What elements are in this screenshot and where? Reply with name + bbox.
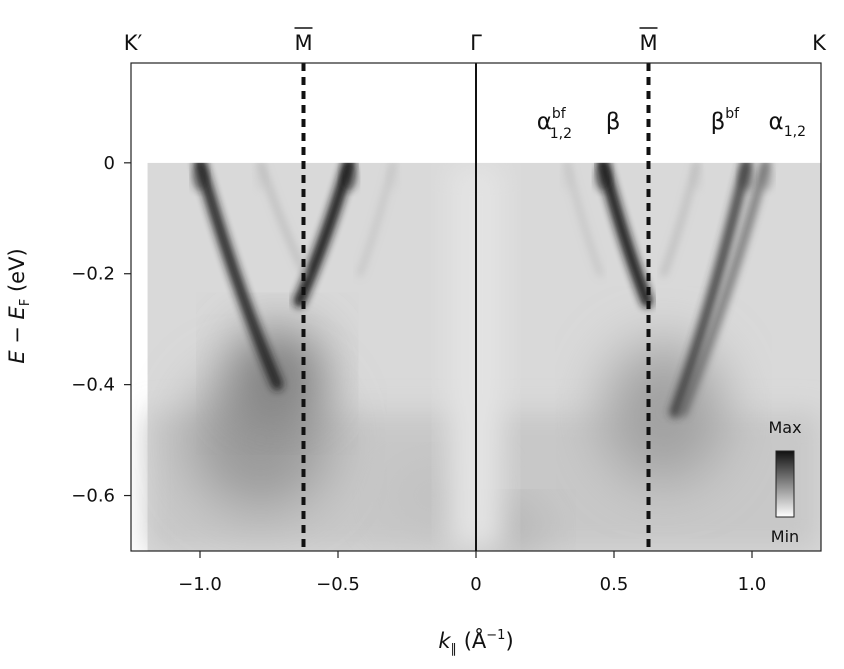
fermi-crossing [561, 162, 573, 191]
fermi-crossing [254, 162, 267, 191]
fermi-crossing [690, 162, 703, 191]
fermi-crossing [387, 162, 399, 191]
fermi-crossing [192, 162, 208, 191]
x-tick-label: 1.0 [738, 574, 767, 595]
alpha-bf-left-label: αbf 1,2 [537, 106, 572, 142]
fermi-crossing [758, 162, 773, 191]
high-symmetry-label: Γ [470, 31, 482, 55]
y-tick-label: 0 [104, 153, 115, 174]
alpha-right-label: α1,2 [769, 109, 806, 140]
high-symmetry-label: M [294, 31, 312, 55]
intensity-map [131, 63, 821, 551]
x-axis-label: k∥ (Å−1) [438, 627, 513, 657]
high-symmetry-lines [301, 63, 651, 551]
high-symmetry-label: K′ [124, 31, 143, 55]
colorbar-min-label: Min [771, 527, 799, 546]
y-tick-label: −0.2 [71, 264, 115, 285]
y-axis-label: E − EF (eV) [5, 248, 33, 363]
x-axis: −1.0 −0.5 0 0.5 1.0 [178, 551, 766, 595]
x-tick-label: 0.5 [600, 574, 629, 595]
high-symmetry-labels: K′ M Γ M K [124, 27, 827, 55]
y-tick-label: −0.6 [71, 486, 115, 507]
x-tick-label: −0.5 [316, 574, 360, 595]
colorbar-gradient [775, 450, 795, 518]
beta-bf-right-label: βbf [711, 106, 741, 135]
band-dispersion [669, 157, 752, 418]
fermi-crossing [738, 162, 755, 191]
band-dispersion [194, 157, 284, 391]
y-axis: 0 −0.2 −0.4 −0.6 [71, 153, 131, 507]
beta-left-label: β [606, 109, 621, 135]
high-symmetry-label: M [639, 31, 657, 55]
band-dispersion [678, 158, 771, 417]
y-tick-label: −0.4 [71, 375, 115, 396]
fermi-crossing [341, 162, 358, 191]
fermi-crossing [594, 162, 611, 191]
high-symmetry-label: K [812, 31, 827, 55]
x-tick-label: −1.0 [178, 574, 222, 595]
x-tick-label: 0 [470, 574, 481, 595]
colorbar: Max Min [768, 418, 801, 546]
band-annotations: αbf 1,2 β βbf α1,2 [537, 106, 806, 142]
colorbar-max-label: Max [768, 418, 801, 437]
